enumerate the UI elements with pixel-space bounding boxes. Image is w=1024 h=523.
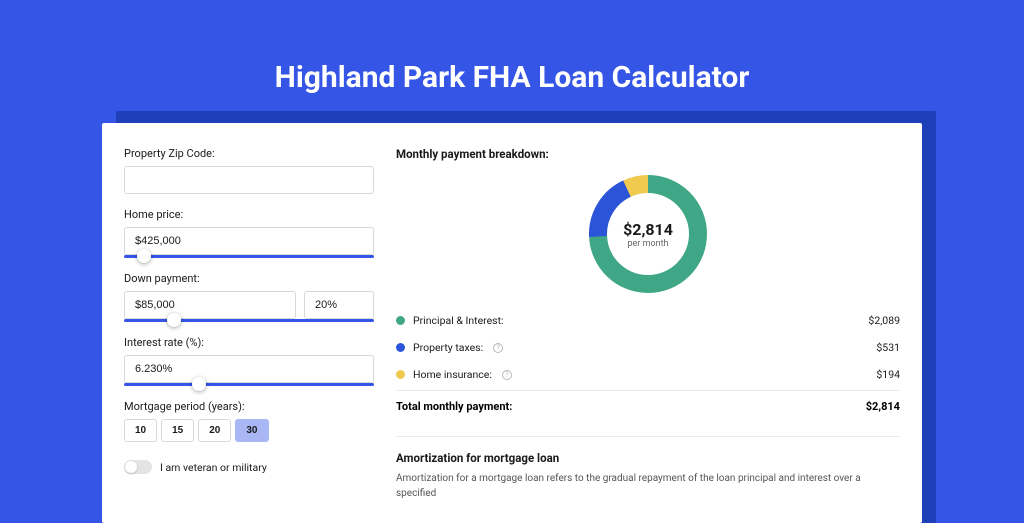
total-label: Total monthly payment: xyxy=(396,400,512,413)
legend-dot xyxy=(396,343,405,352)
total-row: Total monthly payment: $2,814 xyxy=(396,390,900,422)
legend-label: Principal & Interest: xyxy=(413,314,504,327)
breakdown-column: Monthly payment breakdown: $2,814 per mo… xyxy=(374,147,900,523)
down-payment-slider[interactable] xyxy=(124,319,374,322)
legend-value: $194 xyxy=(876,368,900,381)
mortgage-period-option[interactable]: 10 xyxy=(124,419,157,442)
veteran-toggle-row: I am veteran or military xyxy=(124,460,374,474)
home-price-field: Home price: xyxy=(124,208,374,258)
legend-list: Principal & Interest: $2,089 Property taxe… xyxy=(396,307,900,388)
donut-sub: per month xyxy=(627,239,668,249)
down-payment-field: Down payment: xyxy=(124,272,374,322)
page-title: Highland Park FHA Loan Calculator xyxy=(275,60,750,95)
breakdown-title: Monthly payment breakdown: xyxy=(396,147,900,161)
zip-input[interactable] xyxy=(124,166,374,194)
legend-label: Home insurance: xyxy=(413,368,492,381)
zip-field: Property Zip Code: xyxy=(124,147,374,194)
interest-rate-slider[interactable] xyxy=(124,383,374,386)
donut-chart: $2,814 per month xyxy=(589,175,707,293)
home-price-label: Home price: xyxy=(124,208,374,221)
veteran-label: I am veteran or military xyxy=(160,461,267,474)
info-icon[interactable]: ? xyxy=(502,370,512,380)
veteran-toggle[interactable] xyxy=(124,460,152,474)
interest-rate-input[interactable] xyxy=(124,355,374,383)
donut-chart-area: $2,814 per month xyxy=(396,167,900,307)
card-body: Property Zip Code: Home price: Down paym… xyxy=(102,123,922,523)
mortgage-period-option[interactable]: 20 xyxy=(198,419,231,442)
down-payment-amount-input[interactable] xyxy=(124,291,296,319)
legend-value: $531 xyxy=(876,341,900,354)
mortgage-period-label: Mortgage period (years): xyxy=(124,400,374,413)
mortgage-period-buttons: 10152030 xyxy=(124,419,374,442)
slider-thumb[interactable] xyxy=(137,249,151,263)
interest-rate-label: Interest rate (%): xyxy=(124,336,374,349)
home-price-slider[interactable] xyxy=(124,255,374,258)
down-payment-percent-input[interactable] xyxy=(304,291,374,319)
amortization-body: Amortization for a mortgage loan refers … xyxy=(396,471,900,501)
down-payment-label: Down payment: xyxy=(124,272,374,285)
mortgage-period-option[interactable]: 30 xyxy=(235,419,268,442)
legend-value: $2,089 xyxy=(868,314,900,327)
mortgage-period-field: Mortgage period (years): 10152030 xyxy=(124,400,374,442)
amortization-title: Amortization for mortgage loan xyxy=(396,451,900,465)
amortization-block: Amortization for mortgage loan Amortizat… xyxy=(396,436,900,501)
interest-rate-field: Interest rate (%): xyxy=(124,336,374,386)
donut-amount: $2,814 xyxy=(623,220,673,239)
slider-thumb[interactable] xyxy=(167,313,181,327)
legend-dot xyxy=(396,316,405,325)
toggle-knob xyxy=(125,461,137,473)
slider-thumb[interactable] xyxy=(192,377,206,391)
legend-row: Home insurance:? $194 xyxy=(396,361,900,388)
info-icon[interactable]: ? xyxy=(493,343,503,353)
legend-row: Principal & Interest: $2,089 xyxy=(396,307,900,334)
mortgage-period-option[interactable]: 15 xyxy=(161,419,194,442)
donut-center: $2,814 per month xyxy=(589,175,707,293)
legend-label: Property taxes: xyxy=(413,341,483,354)
home-price-input[interactable] xyxy=(124,227,374,255)
legend-dot xyxy=(396,370,405,379)
total-value: $2,814 xyxy=(866,400,900,413)
legend-row: Property taxes:? $531 xyxy=(396,334,900,361)
form-column: Property Zip Code: Home price: Down paym… xyxy=(124,147,374,523)
calculator-card: Property Zip Code: Home price: Down paym… xyxy=(102,123,922,523)
zip-label: Property Zip Code: xyxy=(124,147,374,160)
